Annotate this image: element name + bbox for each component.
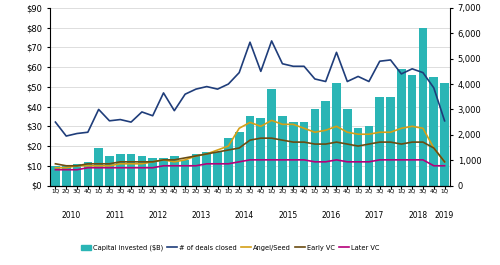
Text: 2013: 2013 [192, 210, 211, 219]
Bar [235, 132, 244, 186]
Text: 2016: 2016 [322, 210, 340, 219]
Bar [364, 126, 373, 186]
Bar [408, 75, 416, 186]
Bar [278, 116, 287, 186]
Bar [72, 164, 82, 186]
Bar [202, 152, 211, 186]
Bar [224, 138, 232, 185]
Text: 2015: 2015 [278, 210, 297, 219]
Bar [213, 152, 222, 186]
Bar [51, 166, 60, 185]
Bar [116, 154, 124, 186]
Bar [332, 83, 341, 186]
Bar [127, 154, 136, 186]
Bar [246, 116, 254, 186]
Bar [322, 101, 330, 186]
Bar [192, 154, 200, 186]
Bar [418, 28, 428, 186]
Bar [159, 158, 168, 186]
Bar [376, 97, 384, 186]
Bar [343, 109, 351, 186]
Bar [440, 83, 449, 186]
Bar [354, 128, 362, 186]
Text: 2012: 2012 [148, 210, 168, 219]
Bar [170, 156, 178, 186]
Bar [300, 122, 308, 186]
Legend: Capital invested ($B), # of deals closed, Angel/Seed, Early VC, Later VC: Capital invested ($B), # of deals closed… [78, 242, 382, 254]
Text: 2014: 2014 [235, 210, 254, 219]
Text: 2010: 2010 [62, 210, 81, 219]
Text: 2019: 2019 [435, 210, 454, 219]
Bar [181, 160, 190, 185]
Bar [94, 148, 103, 186]
Bar [268, 89, 276, 186]
Text: 2017: 2017 [364, 210, 384, 219]
Bar [310, 109, 319, 186]
Text: 2018: 2018 [408, 210, 427, 219]
Bar [386, 97, 395, 186]
Bar [148, 158, 157, 186]
Bar [289, 122, 298, 186]
Text: 2011: 2011 [106, 210, 124, 219]
Bar [84, 162, 92, 185]
Bar [430, 77, 438, 186]
Bar [62, 166, 70, 185]
Bar [105, 156, 114, 186]
Bar [256, 118, 265, 186]
Bar [138, 156, 146, 186]
Bar [397, 69, 406, 186]
